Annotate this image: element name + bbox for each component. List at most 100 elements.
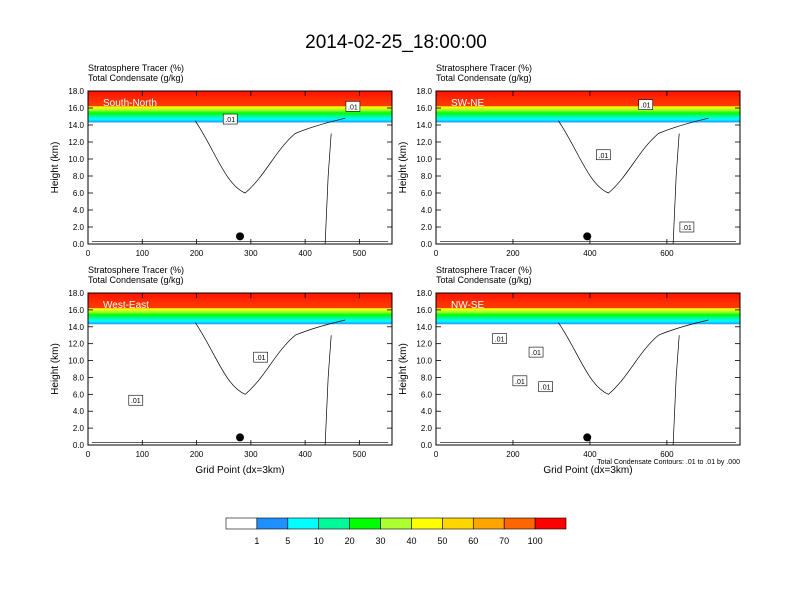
- x-tick-label: 200: [506, 450, 520, 459]
- x-axis-label: Grid Point (dx=3km): [543, 465, 632, 476]
- colorbar-label: 1: [254, 536, 259, 546]
- panel-title-condensate: Total Condensate (g/kg): [88, 275, 184, 285]
- y-tick-label: 0.0: [73, 441, 85, 450]
- y-axis-label: Height (km): [50, 142, 61, 194]
- contour-label-box: [528, 346, 544, 358]
- y-tick-label: 10.0: [416, 357, 432, 366]
- condensate-contour: [194, 319, 346, 395]
- panel-south-north: Stratosphere Tracer (%)Total Condensate …: [50, 63, 393, 258]
- y-tick-label: 8.0: [421, 172, 433, 181]
- x-tick-label: 200: [506, 249, 520, 258]
- y-tick-label: 14.0: [416, 121, 432, 130]
- x-tick-label: 600: [660, 450, 674, 459]
- contour-label-box: [596, 149, 611, 161]
- panel-title-tracer: Stratosphere Tracer (%): [88, 265, 184, 275]
- panel-frame: [87, 90, 393, 245]
- y-tick-label: 12.0: [416, 340, 432, 349]
- y-tick-label: 2.0: [73, 424, 85, 433]
- contour-label-box: [492, 333, 507, 344]
- colorbar-segment: [380, 517, 412, 530]
- x-axis-label: Grid Point (dx=3km): [195, 465, 284, 476]
- y-tick-label: 6.0: [73, 189, 85, 198]
- y-axis-label: Height (km): [398, 343, 409, 395]
- x-tick-label: 400: [298, 249, 312, 258]
- colorbar-label: 10: [314, 536, 324, 546]
- x-tick-label: 500: [353, 249, 367, 258]
- panel-title-tracer: Stratosphere Tracer (%): [88, 63, 184, 73]
- contour-label-box: [638, 99, 654, 110]
- contour-label: .01: [599, 153, 609, 160]
- y-tick-label: 12.0: [68, 340, 84, 349]
- x-tick-label: 100: [136, 249, 150, 258]
- colorbar-segment: [442, 517, 474, 530]
- tracer-shading-top: [88, 91, 392, 107]
- condensate-contour: [672, 133, 680, 245]
- tracer-shading-top: [436, 91, 740, 107]
- contour-label-box: [679, 221, 695, 233]
- panel-name: West-East: [103, 300, 149, 311]
- contour-label: .01: [515, 379, 525, 386]
- condensate-contour: [324, 133, 332, 245]
- y-tick-label: 10.0: [416, 155, 432, 164]
- x-tick-label: 200: [190, 450, 204, 459]
- y-tick-label: 16.0: [68, 104, 84, 113]
- y-tick-label: 10.0: [68, 357, 84, 366]
- panel-west-east: Stratosphere Tracer (%)Total Condensate …: [50, 265, 393, 476]
- colorbar-label: 30: [376, 536, 386, 546]
- panel-name: NW-SE: [451, 300, 484, 311]
- x-tick-label: 0: [86, 450, 91, 459]
- y-tick-label: 18.0: [416, 289, 432, 298]
- panel-title-condensate: Total Condensate (g/kg): [436, 73, 532, 83]
- y-tick-label: 6.0: [421, 189, 433, 198]
- tracer-shading-top: [88, 293, 392, 309]
- y-tick-label: 18.0: [416, 87, 432, 96]
- x-tick-label: 500: [353, 450, 367, 459]
- tracer-shading-top: [436, 293, 740, 309]
- y-tick-label: 8.0: [73, 373, 85, 382]
- colorbar-segment: [318, 517, 350, 530]
- location-marker: [583, 232, 592, 241]
- x-tick-label: 300: [244, 450, 258, 459]
- panel-frame: [435, 292, 741, 446]
- panel-name: South-North: [103, 98, 157, 109]
- panel-title-condensate: Total Condensate (g/kg): [88, 73, 184, 83]
- contour-label: .01: [131, 398, 141, 405]
- y-tick-label: 4.0: [421, 206, 433, 215]
- y-tick-label: 18.0: [68, 289, 84, 298]
- y-tick-label: 6.0: [421, 390, 433, 399]
- condensate-contour: [194, 117, 346, 194]
- colorbar-segment: [411, 517, 443, 530]
- y-tick-label: 2.0: [73, 223, 85, 232]
- x-tick-label: 0: [434, 450, 439, 459]
- contour-label: .01: [531, 350, 541, 357]
- location-marker: [236, 232, 244, 241]
- x-tick-label: 600: [660, 249, 674, 258]
- location-marker: [583, 433, 592, 442]
- y-tick-label: 12.0: [416, 138, 432, 147]
- panel-title-tracer: Stratosphere Tracer (%): [436, 63, 532, 73]
- y-tick-label: 14.0: [68, 323, 84, 332]
- panel-title-tracer: Stratosphere Tracer (%): [436, 265, 532, 275]
- condensate-contour: [672, 335, 680, 446]
- condensate-contour: [558, 319, 709, 395]
- x-tick-label: 400: [583, 450, 597, 459]
- y-tick-label: 16.0: [416, 306, 432, 315]
- y-tick-label: 4.0: [73, 407, 85, 416]
- colorbar-label: 100: [528, 536, 543, 546]
- colorbar-segment: [349, 517, 381, 530]
- y-tick-label: 6.0: [73, 390, 85, 399]
- x-tick-label: 0: [434, 249, 439, 258]
- y-tick-label: 0.0: [421, 441, 433, 450]
- panel-sw-ne: Stratosphere Tracer (%)Total Condensate …: [398, 63, 741, 258]
- y-tick-label: 8.0: [421, 373, 433, 382]
- contour-label: .01: [348, 104, 358, 111]
- condensate-contour: [558, 117, 709, 194]
- y-tick-label: 4.0: [421, 407, 433, 416]
- x-tick-label: 400: [298, 450, 312, 459]
- colorbar-segment: [472, 517, 505, 530]
- y-tick-label: 14.0: [416, 323, 432, 332]
- panel-nw-se: Stratosphere Tracer (%)Total Condensate …: [398, 265, 741, 476]
- y-tick-label: 4.0: [73, 206, 85, 215]
- figure-title: 2014-02-25_18:00:00: [305, 32, 487, 53]
